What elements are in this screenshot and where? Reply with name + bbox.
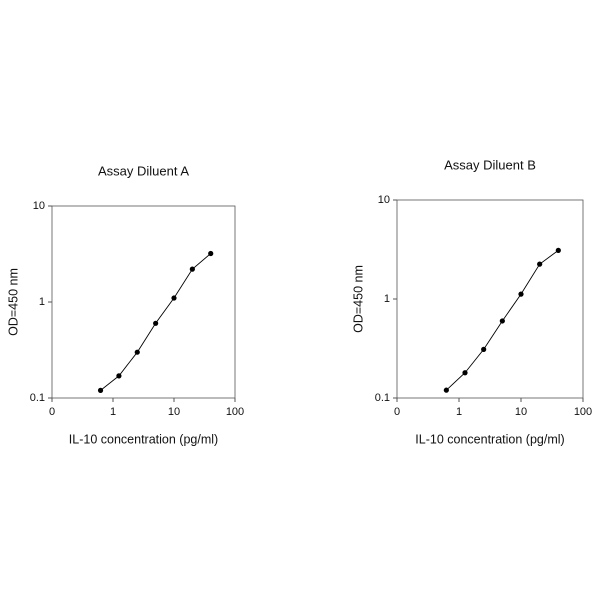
- point: [462, 370, 468, 376]
- chart-title: Assay Diluent A: [98, 163, 189, 178]
- y-tick-label: 10: [378, 194, 390, 206]
- point: [537, 261, 543, 267]
- y-tick-label: 1: [39, 296, 45, 308]
- point: [189, 266, 195, 272]
- x-axis-label: IL-10 concentration (pg/ml): [415, 432, 564, 446]
- point: [499, 318, 505, 324]
- point: [481, 346, 487, 352]
- x-tick-label: 0: [49, 406, 55, 418]
- x-tick-label: 100: [574, 406, 592, 418]
- y-axis-label: OD=450 nm: [351, 265, 365, 333]
- point: [153, 320, 159, 326]
- point: [97, 387, 104, 393]
- x-tick-label: 10: [168, 406, 180, 418]
- x-tick-label: 0: [394, 406, 400, 418]
- point: [443, 387, 449, 393]
- point: [116, 373, 122, 379]
- point: [555, 247, 561, 253]
- plot-frame: [51, 205, 236, 399]
- x-tick-label: 1: [110, 406, 116, 418]
- point: [134, 349, 140, 355]
- y-tick-label: 0.1: [375, 392, 390, 404]
- y-tick-label: 10: [33, 200, 45, 212]
- y-tick-label: 1: [384, 293, 390, 305]
- x-tick-label: 1: [456, 406, 462, 418]
- chart-title: Assay Diluent B: [444, 157, 536, 172]
- point: [518, 291, 524, 297]
- x-axis-label: IL-10 concentration (pg/ml): [69, 432, 218, 446]
- point: [208, 250, 214, 257]
- x-tick-label: 10: [515, 406, 527, 418]
- y-tick-label: 0.1: [30, 392, 45, 404]
- point: [171, 295, 177, 301]
- y-axis-label: OD=450 nm: [6, 268, 20, 336]
- plot-frame: [396, 199, 584, 399]
- x-tick-label: 100: [226, 406, 244, 418]
